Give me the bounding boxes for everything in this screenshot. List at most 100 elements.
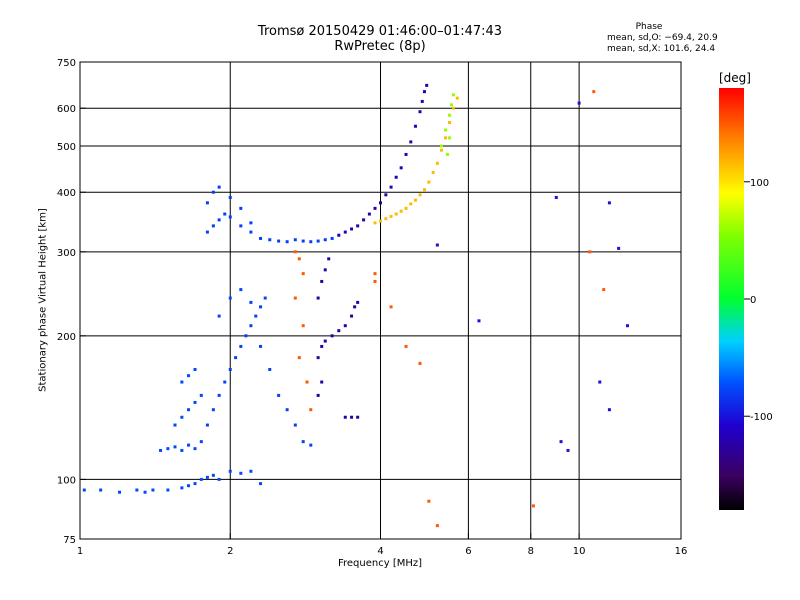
colorbar-ticks: 100 0 -100 bbox=[744, 178, 773, 423]
x-axis-label: Frequency [MHz] bbox=[337, 558, 423, 569]
data-point bbox=[316, 296, 320, 300]
data-point bbox=[422, 188, 426, 192]
data-point bbox=[554, 195, 558, 199]
data-point bbox=[268, 238, 272, 242]
data-point bbox=[435, 524, 439, 528]
data-point bbox=[259, 344, 263, 348]
phase-stats-o-mode: mean, sd,O: −69.4, 20.9 bbox=[607, 33, 718, 43]
data-point bbox=[625, 324, 629, 328]
data-point bbox=[118, 490, 122, 494]
data-point bbox=[187, 374, 191, 378]
data-point bbox=[285, 240, 289, 244]
colorbar-unit-label: [deg] bbox=[719, 71, 751, 85]
data-point bbox=[211, 224, 215, 228]
data-point bbox=[323, 268, 327, 272]
data-point bbox=[166, 447, 170, 451]
data-point bbox=[316, 239, 320, 243]
data-point bbox=[577, 101, 581, 105]
data-point bbox=[431, 170, 435, 174]
data-point bbox=[205, 230, 209, 234]
x-tick-label: 1 bbox=[77, 546, 83, 557]
data-point bbox=[217, 314, 221, 318]
data-point bbox=[277, 393, 281, 397]
data-point bbox=[422, 90, 426, 94]
phase-stats-x-mode: mean, sd,X: 101.6, 24.4 bbox=[607, 44, 716, 54]
data-point bbox=[588, 250, 592, 254]
data-point bbox=[166, 488, 170, 492]
data-point bbox=[607, 408, 611, 412]
data-point bbox=[205, 423, 209, 427]
data-point bbox=[425, 83, 429, 87]
data-point bbox=[249, 469, 253, 473]
data-point bbox=[301, 272, 305, 276]
data-point bbox=[353, 305, 357, 309]
data-point bbox=[356, 300, 360, 304]
data-point bbox=[373, 206, 377, 210]
data-point bbox=[239, 344, 243, 348]
data-point bbox=[223, 212, 227, 216]
data-point bbox=[343, 415, 347, 419]
data-point bbox=[173, 445, 177, 449]
data-point bbox=[399, 166, 403, 170]
data-point bbox=[193, 400, 197, 404]
data-point bbox=[211, 473, 215, 477]
data-point bbox=[316, 356, 320, 360]
data-point bbox=[409, 140, 413, 144]
data-point bbox=[297, 356, 301, 360]
data-point bbox=[309, 408, 313, 412]
colorbar-tick-label: -100 bbox=[750, 412, 773, 423]
data-point bbox=[451, 93, 455, 97]
data-point bbox=[228, 296, 232, 300]
data-point bbox=[301, 440, 305, 444]
data-point bbox=[409, 202, 413, 206]
data-point bbox=[559, 440, 563, 444]
data-point bbox=[234, 356, 238, 360]
phase-stats-title: Phase bbox=[635, 22, 663, 32]
data-point bbox=[159, 448, 163, 452]
data-point bbox=[598, 380, 602, 384]
data-point bbox=[404, 152, 408, 156]
data-point bbox=[135, 488, 139, 492]
data-point bbox=[249, 324, 253, 328]
data-point bbox=[180, 448, 184, 452]
y-tick-label: 200 bbox=[57, 332, 76, 343]
chart-subtitle: RwPretec (8p) bbox=[334, 39, 426, 54]
data-point bbox=[435, 243, 439, 247]
y-tick-label: 500 bbox=[57, 142, 76, 153]
data-point bbox=[330, 236, 334, 240]
data-point bbox=[301, 324, 305, 328]
y-tick-label: 750 bbox=[57, 58, 76, 69]
data-point bbox=[566, 448, 570, 452]
colorbar bbox=[719, 88, 744, 510]
data-point bbox=[228, 469, 232, 473]
data-point bbox=[617, 246, 621, 250]
data-point bbox=[254, 314, 258, 318]
data-point bbox=[239, 224, 243, 228]
x-tick-label: 16 bbox=[675, 546, 688, 557]
data-point bbox=[143, 490, 147, 494]
data-point bbox=[205, 201, 209, 205]
y-tick-label: 400 bbox=[57, 188, 76, 199]
data-point bbox=[259, 482, 263, 486]
data-point bbox=[187, 443, 191, 447]
data-points bbox=[82, 83, 629, 528]
y-tick-label: 75 bbox=[63, 535, 76, 546]
data-point bbox=[427, 180, 431, 184]
data-point bbox=[367, 212, 371, 216]
data-point bbox=[309, 443, 313, 447]
data-point bbox=[180, 380, 184, 384]
y-tick-label: 300 bbox=[57, 248, 76, 259]
data-point bbox=[362, 218, 366, 222]
x-tick-label: 8 bbox=[528, 546, 534, 557]
data-point bbox=[448, 136, 452, 140]
data-point bbox=[263, 296, 267, 300]
chart-title: Tromsø 20150429 01:46:00–01:47:43 bbox=[257, 24, 503, 39]
data-point bbox=[592, 90, 596, 94]
data-point bbox=[389, 214, 393, 218]
data-point bbox=[259, 236, 263, 240]
data-point bbox=[427, 499, 431, 503]
data-point bbox=[404, 206, 408, 210]
data-point bbox=[193, 447, 197, 451]
data-point bbox=[350, 227, 354, 231]
